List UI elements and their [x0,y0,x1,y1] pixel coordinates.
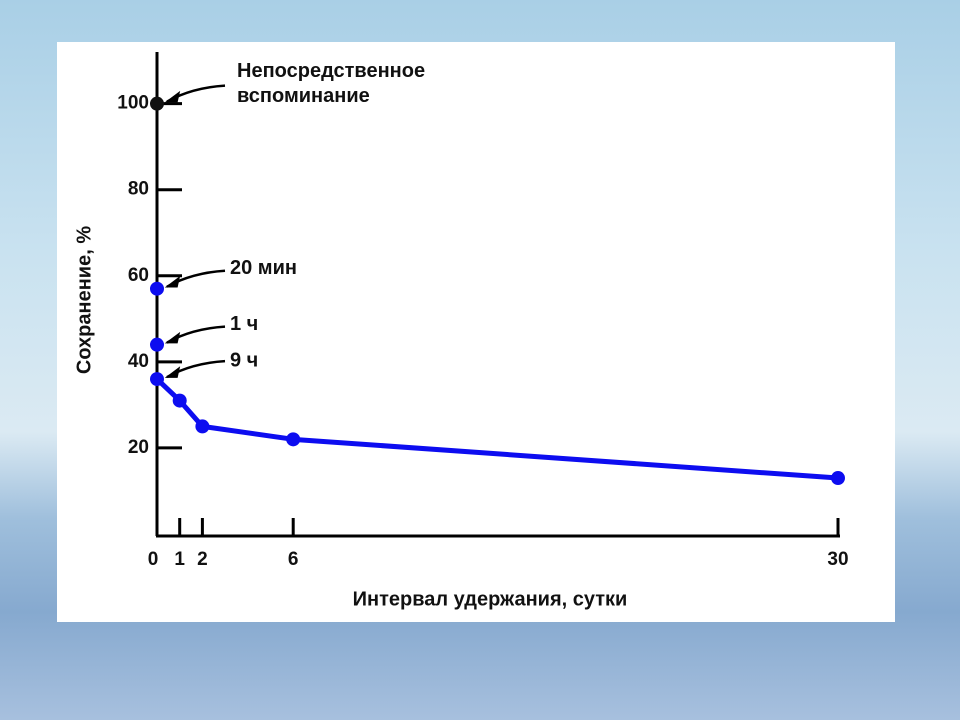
point-label: 9 ч [230,349,258,371]
annotation-arrow-head [164,275,181,288]
data-point [831,471,845,486]
x-axis-title: Интервал удержания, сутки [353,588,628,610]
data-point [286,432,301,447]
annotation-arrow-head [164,90,181,103]
annotation-label: 1 ч [230,313,258,335]
x-tick-label: 1 [174,549,185,570]
annotation-label: вспоминание [237,85,370,107]
y-axis-title: Сохранение, % [73,226,95,374]
y-tick-label: 80 [128,179,149,200]
y-tick-label: 20 [128,437,149,458]
data-point [150,372,164,387]
annotation-point [150,96,164,111]
point-label-arrow-head [164,366,181,378]
data-point [172,393,187,408]
y-tick-label: 100 [117,93,149,114]
annotation-label: Непосредственное [237,60,425,82]
x-tick-label: 30 [827,549,848,570]
x-tick-label: 2 [197,549,208,570]
y-tick-label: 60 [128,265,149,286]
x-tick-label: 6 [288,549,299,570]
data-point [195,419,210,434]
annotation-point [150,337,164,352]
annotation-label: 20 мин [230,257,297,279]
annotation-point [150,281,164,296]
x-tick-label: 0 [148,549,159,570]
annotation-arrow-head [164,331,181,344]
y-tick-label: 40 [128,351,149,372]
